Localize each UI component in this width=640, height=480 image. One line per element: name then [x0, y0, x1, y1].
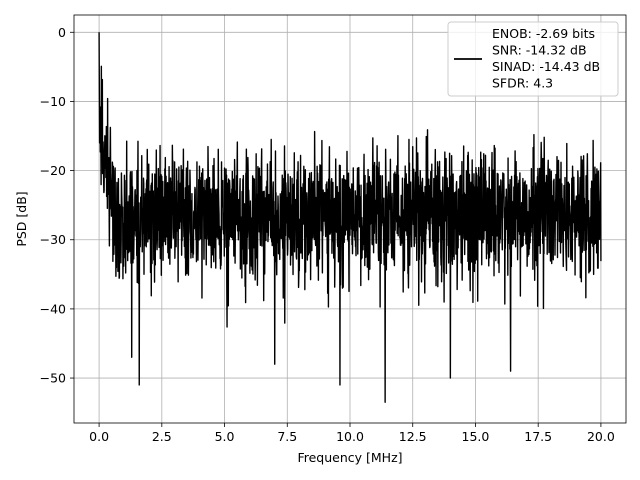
y-tick-label: −40 [40, 301, 66, 316]
legend-box [447, 21, 619, 97]
x-tick-label: 10.0 [336, 429, 364, 444]
x-tick-label: 15.0 [462, 429, 490, 444]
legend-entry-sinad: SINAD: -14.43 dB [492, 59, 600, 74]
x-tick-label: 0.0 [89, 429, 109, 444]
x-tick-label: 7.5 [277, 429, 297, 444]
y-tick-label: −20 [40, 163, 66, 178]
x-tick-label: 17.5 [524, 429, 552, 444]
x-tick-label: 20.0 [587, 429, 615, 444]
y-tick-label: −50 [40, 371, 66, 386]
x-tick-label: 2.5 [152, 429, 172, 444]
legend: ENOB: -2.69 bits SNR: -14.32 dB SINAD: -… [447, 21, 619, 97]
legend-entry-sfdr: SFDR: 4.3 [492, 76, 553, 91]
y-axis-ticks: 0 −10 −20 −30 −40 −50 [40, 25, 74, 386]
y-tick-label: −30 [40, 232, 66, 247]
y-axis-label: PSD [dB] [14, 191, 29, 246]
x-tick-label: 5.0 [215, 429, 235, 444]
y-tick-label: 0 [58, 25, 66, 40]
legend-entry-snr: SNR: -14.32 dB [492, 43, 587, 58]
y-tick-label: −10 [40, 94, 66, 109]
x-tick-label: 12.5 [399, 429, 427, 444]
x-axis-label: Frequency [MHz] [297, 450, 402, 465]
x-axis-ticks: 0.0 2.5 5.0 7.5 10.0 12.5 15.0 17.5 20.0 [89, 423, 615, 444]
psd-series-line [98, 32, 602, 403]
legend-entry-enob: ENOB: -2.69 bits [492, 26, 595, 41]
